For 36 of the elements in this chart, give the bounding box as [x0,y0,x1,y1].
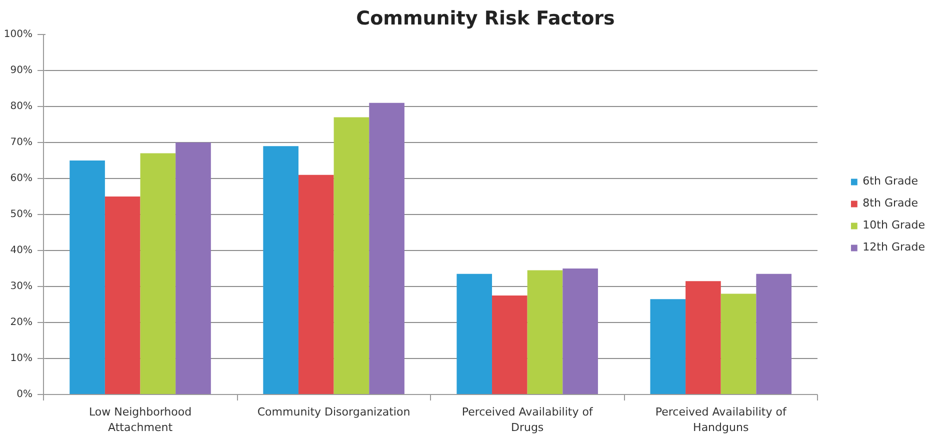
bar [562,268,598,394]
x-tick-label: Low Neighborhood Attachment [88,406,192,434]
bar [492,296,528,394]
bar [140,153,176,394]
bar [70,160,105,394]
bar [369,102,404,394]
bar [456,274,492,394]
y-tick-label: 70% [10,137,33,148]
y-tick-label: 30% [10,281,33,292]
x-tick-label: Perceived Availability of Drugs [462,406,594,434]
bar [650,299,686,394]
y-tick-label: 20% [10,317,33,328]
y-tick-label: 0% [16,389,33,400]
bar [756,274,792,394]
y-tick-label: 100% [4,29,33,40]
y-tick-label: 50% [10,209,33,220]
y-tick-label: 10% [10,353,33,364]
bar [104,196,140,394]
bar [686,281,721,394]
y-tick-label: 60% [10,173,33,184]
bar [720,294,756,394]
y-tick-label: 80% [10,101,33,112]
legend-label: 6th Grade [862,174,918,188]
bar [527,270,563,394]
y-tick-label: 90% [10,65,33,76]
bar [334,117,370,394]
bar [263,146,298,394]
legend-label: 10th Grade [862,218,925,232]
bar [176,142,211,394]
x-tick-label: Perceived Availability of Handguns [655,406,788,434]
legend-label: 12th Grade [862,240,925,254]
legend-label: 8th Grade [862,196,918,210]
y-tick-label: 40% [10,245,33,256]
x-tick-label: Community Disorganization [257,406,410,418]
bar [298,174,334,394]
chart-title: Community Risk Factors [356,8,615,30]
